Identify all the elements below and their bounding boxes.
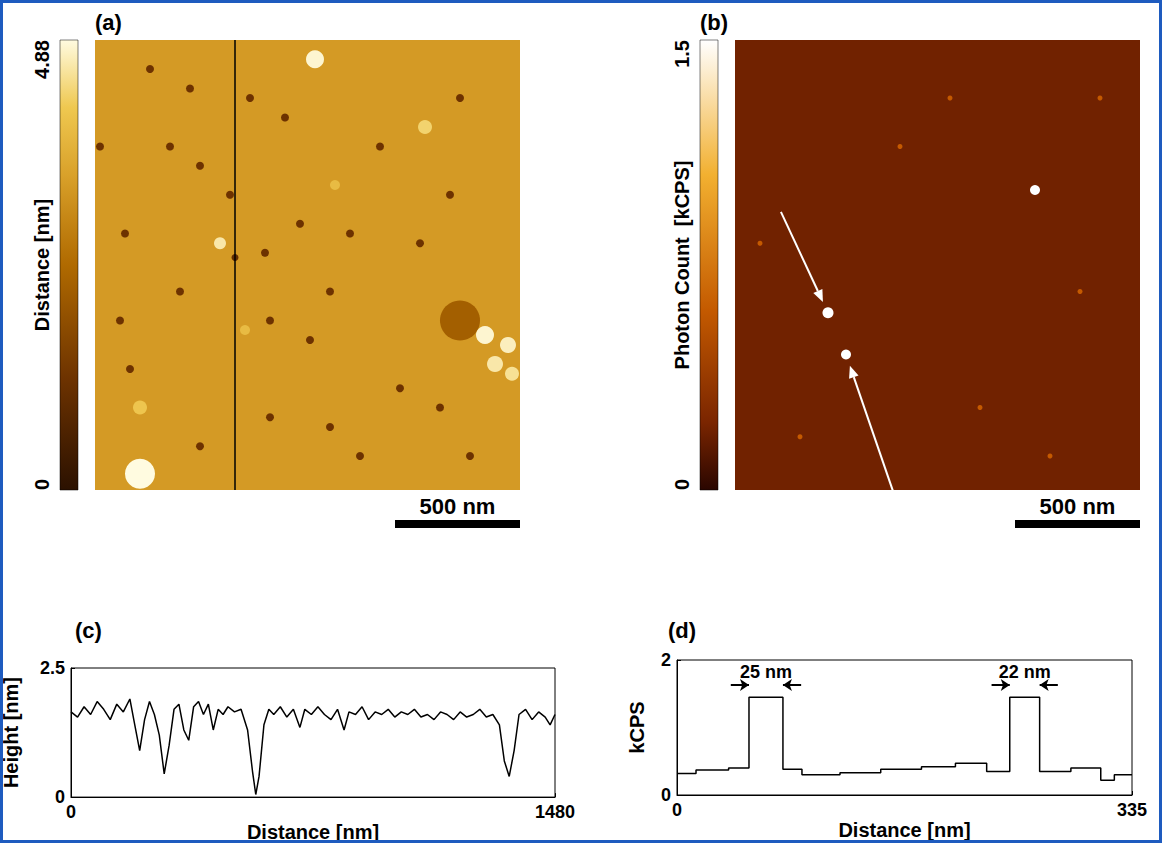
- svg-text:0: 0: [661, 785, 671, 805]
- svg-text:Distance [nm]: Distance [nm]: [247, 821, 379, 843]
- svg-text:0: 0: [672, 800, 682, 820]
- svg-text:500 nm: 500 nm: [1040, 494, 1116, 519]
- svg-text:1.5: 1.5: [671, 40, 693, 68]
- svg-text:335: 335: [1117, 800, 1147, 820]
- svg-text:(c): (c): [75, 618, 102, 643]
- svg-text:(d): (d): [668, 618, 696, 643]
- svg-text:Photon Count [kCPS]: Photon Count [kCPS]: [671, 161, 693, 370]
- svg-text:kCPS: kCPS: [626, 701, 648, 753]
- svg-text:22 nm: 22 nm: [999, 662, 1051, 682]
- svg-text:0: 0: [31, 479, 53, 490]
- svg-text:500 nm: 500 nm: [420, 494, 496, 519]
- svg-text:2.5: 2.5: [40, 658, 65, 678]
- svg-text:25 nm: 25 nm: [740, 662, 792, 682]
- svg-text:(a): (a): [95, 10, 122, 35]
- svg-text:Distance [nm]: Distance [nm]: [31, 199, 53, 331]
- svg-text:2: 2: [661, 650, 671, 670]
- svg-text:0: 0: [671, 479, 693, 490]
- svg-text:1480: 1480: [535, 802, 575, 822]
- svg-text:Height [nm]: Height [nm]: [0, 677, 22, 788]
- svg-text:(b): (b): [700, 10, 728, 35]
- svg-text:0: 0: [55, 787, 65, 807]
- svg-text:Distance [nm]: Distance [nm]: [838, 819, 970, 841]
- svg-text:4.88: 4.88: [31, 40, 53, 79]
- svg-text:0: 0: [66, 802, 76, 822]
